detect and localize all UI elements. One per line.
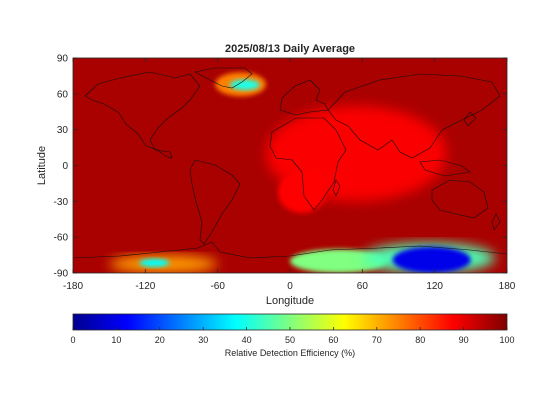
colorbar-tick-label: 40 [242,335,252,345]
heatmap-region [392,246,471,273]
x-tick-label: 120 [426,281,443,292]
x-tick-label: 0 [287,281,293,292]
coastline-south-america [189,159,241,245]
colorbar-tick-label: 0 [70,335,75,345]
coastline-asia [327,73,501,159]
coastline-new-zealand [491,213,501,231]
heatmap-region [290,249,387,273]
heatmap-region [277,171,327,214]
colorbar-label: Relative Detection Efficiency (%) [225,348,355,358]
x-tick-label: -120 [135,281,155,292]
coastlines [73,67,507,259]
colorbar-tick-label: 50 [285,335,295,345]
x-tick-label: -180 [63,281,83,292]
colorbar-tick-label: 90 [459,335,469,345]
colorbar-gradient [73,314,507,330]
heatmap-region [229,79,260,91]
coastline-indonesia [419,159,471,177]
y-tick-label: -30 [54,197,69,208]
y-tick-label: -60 [54,233,69,244]
coastline-antarctica [73,241,507,259]
colorbar-tick-label: 10 [111,335,121,345]
colorbar: 0 10 20 30 40 50 60 70 80 90 100 Relative Detectio… [70,313,515,358]
heatmap-regions [109,72,495,273]
colorbar-ticks: 0 10 20 30 40 50 60 70 80 90 100 [70,327,515,345]
y-tick-label: 60 [57,89,69,100]
colorbar-tick-label: 20 [155,335,165,345]
colorbar-tick-label: 100 [499,335,514,345]
x-tick-label: 180 [499,281,516,292]
heatmap-region [139,258,170,268]
coastline-madagascar [332,179,341,197]
colorbar-tick-label: 70 [372,335,382,345]
colorbar-tick-label: 30 [198,335,208,345]
y-tick-label: 30 [57,125,69,136]
coastline-japan [463,111,477,127]
y-tick-label: -90 [54,269,69,280]
coastline-north-america [84,71,201,159]
coastline-europe [279,79,329,116]
coastline-greenland [194,67,253,89]
y-tick-label: 90 [57,54,69,65]
x-tick-label: -60 [210,281,225,292]
chart-title: 2025/08/13 Daily Average [225,43,355,55]
colorbar-tick-label: 80 [415,335,425,345]
y-axis: 90 60 30 0 -30 -60 -90 [54,54,507,280]
colorbar-tick-label: 60 [328,335,338,345]
x-axis-label: Longitude [266,295,314,307]
map-axes [73,58,507,273]
x-axis: -180 -120 -60 0 60 120 180 [63,58,516,292]
coastline-australia [431,179,489,219]
x-tick-label: 60 [357,281,369,292]
y-axis-label: Latitude [36,146,48,185]
coastline-africa [269,117,347,211]
y-tick-label: 0 [62,161,68,172]
